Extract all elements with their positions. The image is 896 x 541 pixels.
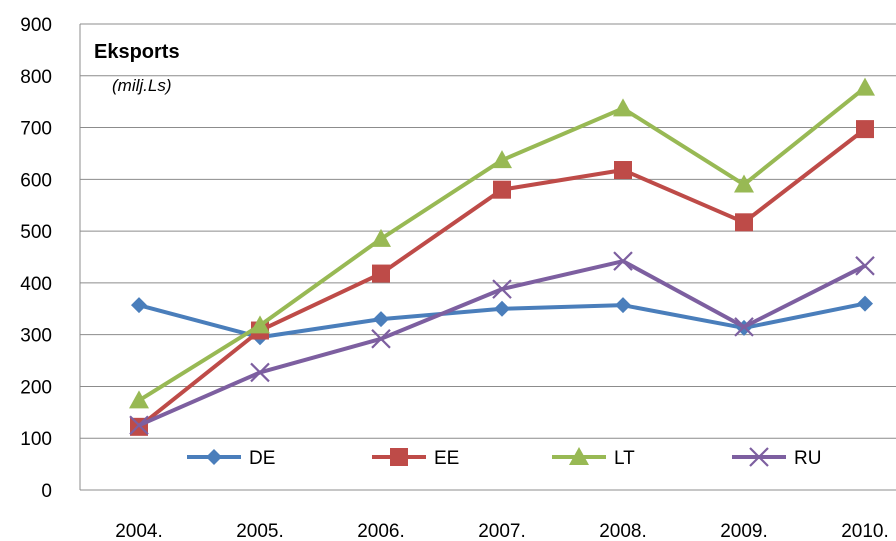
legend-label: EE bbox=[434, 448, 459, 469]
data-point-ee bbox=[735, 213, 753, 231]
data-point-lt bbox=[855, 78, 875, 96]
data-point-de bbox=[615, 297, 631, 313]
y-tick-label: 300 bbox=[20, 326, 52, 347]
y-tick-label: 900 bbox=[20, 15, 52, 36]
series-group bbox=[129, 78, 875, 436]
data-point-ee bbox=[614, 161, 632, 179]
data-point-ru bbox=[856, 257, 874, 275]
data-point-de bbox=[131, 297, 147, 313]
x-tick-label: 2007. bbox=[478, 521, 526, 541]
x-axis-ticks: 2004. 2005. 2006. 2007. 2008. 2009. 2010. bbox=[115, 521, 889, 541]
chart-subtitle: (milj.Ls) bbox=[112, 76, 172, 95]
legend-marker bbox=[206, 449, 222, 465]
y-tick-label: 600 bbox=[20, 170, 52, 191]
legend-entry-de: DE bbox=[187, 448, 275, 469]
y-tick-label: 500 bbox=[20, 222, 52, 243]
y-tick-label: 800 bbox=[20, 67, 52, 88]
legend-entry-ee: EE bbox=[372, 448, 459, 469]
x-tick-label: 2008. bbox=[599, 521, 647, 541]
legend-label: LT bbox=[614, 448, 635, 469]
y-tick-label: 200 bbox=[20, 377, 52, 398]
x-tick-label: 2004. bbox=[115, 521, 163, 541]
y-tick-label: 100 bbox=[20, 429, 52, 450]
data-point-ee bbox=[372, 265, 390, 283]
series-line-lt bbox=[139, 88, 865, 401]
legend-entry-ru: RU bbox=[732, 448, 821, 469]
data-point-ee bbox=[493, 181, 511, 199]
legend: DE EE LT RU bbox=[187, 447, 821, 469]
y-tick-label: 700 bbox=[20, 119, 52, 140]
data-point-de bbox=[373, 311, 389, 327]
data-point-lt bbox=[613, 98, 633, 116]
data-point-de bbox=[857, 296, 873, 312]
x-tick-label: 2005. bbox=[236, 521, 284, 541]
chart-title: Eksports bbox=[94, 41, 180, 63]
series-line-ru bbox=[139, 261, 865, 425]
y-tick-label: 0 bbox=[41, 481, 52, 502]
legend-label: DE bbox=[249, 448, 275, 469]
x-tick-label: 2006. bbox=[357, 521, 405, 541]
y-axis-ticks: 0 100 200 300 400 500 600 700 800 900 bbox=[20, 15, 52, 502]
legend-entry-lt: LT bbox=[552, 447, 635, 469]
axes bbox=[80, 24, 896, 490]
x-tick-label: 2010. bbox=[841, 521, 889, 541]
data-point-lt bbox=[129, 390, 149, 408]
legend-marker bbox=[390, 448, 408, 466]
data-point-ee bbox=[856, 120, 874, 138]
legend-label: RU bbox=[794, 448, 821, 469]
y-tick-label: 400 bbox=[20, 274, 52, 295]
data-point-de bbox=[494, 301, 510, 317]
x-tick-label: 2009. bbox=[720, 521, 768, 541]
